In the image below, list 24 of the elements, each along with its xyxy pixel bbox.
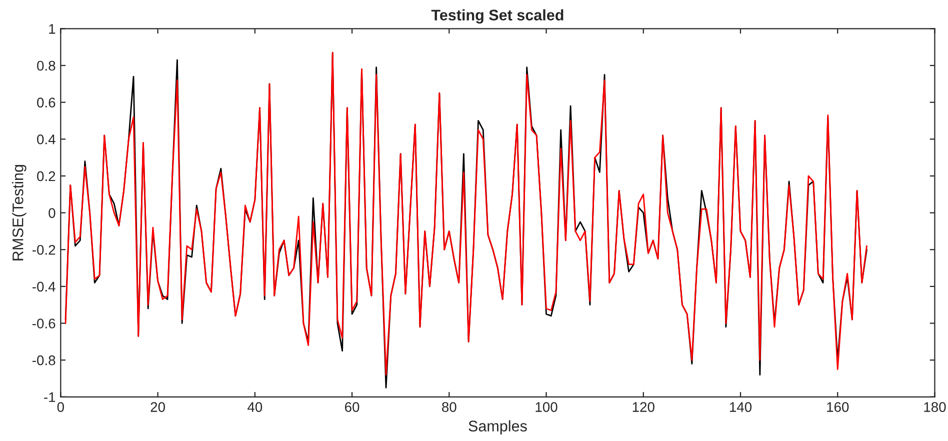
- x-axis-title: Samples: [468, 420, 527, 435]
- y-tick-label: -1: [44, 392, 56, 402]
- x-tick-label: 80: [442, 402, 456, 412]
- y-tick-label: 0: [48, 208, 56, 218]
- y-tick-label: -0.6: [32, 318, 56, 328]
- y-tick-label: 0.8: [37, 60, 56, 71]
- x-tick-label: 160: [827, 402, 849, 412]
- y-tick-label: 0.4: [37, 134, 56, 144]
- x-tick-label: 140: [730, 402, 752, 412]
- y-tick-label: -0.2: [32, 244, 56, 255]
- chart-title: Testing Set scaled: [431, 9, 564, 24]
- y-tick-label: -0.4: [32, 282, 56, 292]
- y-axis-title: RMSE(Testing: [12, 164, 26, 260]
- y-tick-label: 0.2: [37, 171, 56, 182]
- x-tick-label: 120: [632, 402, 654, 412]
- x-tick-label: 180: [924, 402, 946, 412]
- y-tick-label: -0.8: [32, 355, 56, 366]
- x-tick-label: 60: [345, 402, 360, 412]
- x-tick-label: 0: [57, 402, 64, 412]
- y-tick-label: 0.6: [37, 98, 56, 108]
- y-tick-label: 1: [49, 24, 56, 34]
- x-tick-label: 20: [150, 402, 165, 412]
- x-tick-label: 40: [248, 402, 262, 412]
- x-tick-label: 100: [536, 402, 558, 412]
